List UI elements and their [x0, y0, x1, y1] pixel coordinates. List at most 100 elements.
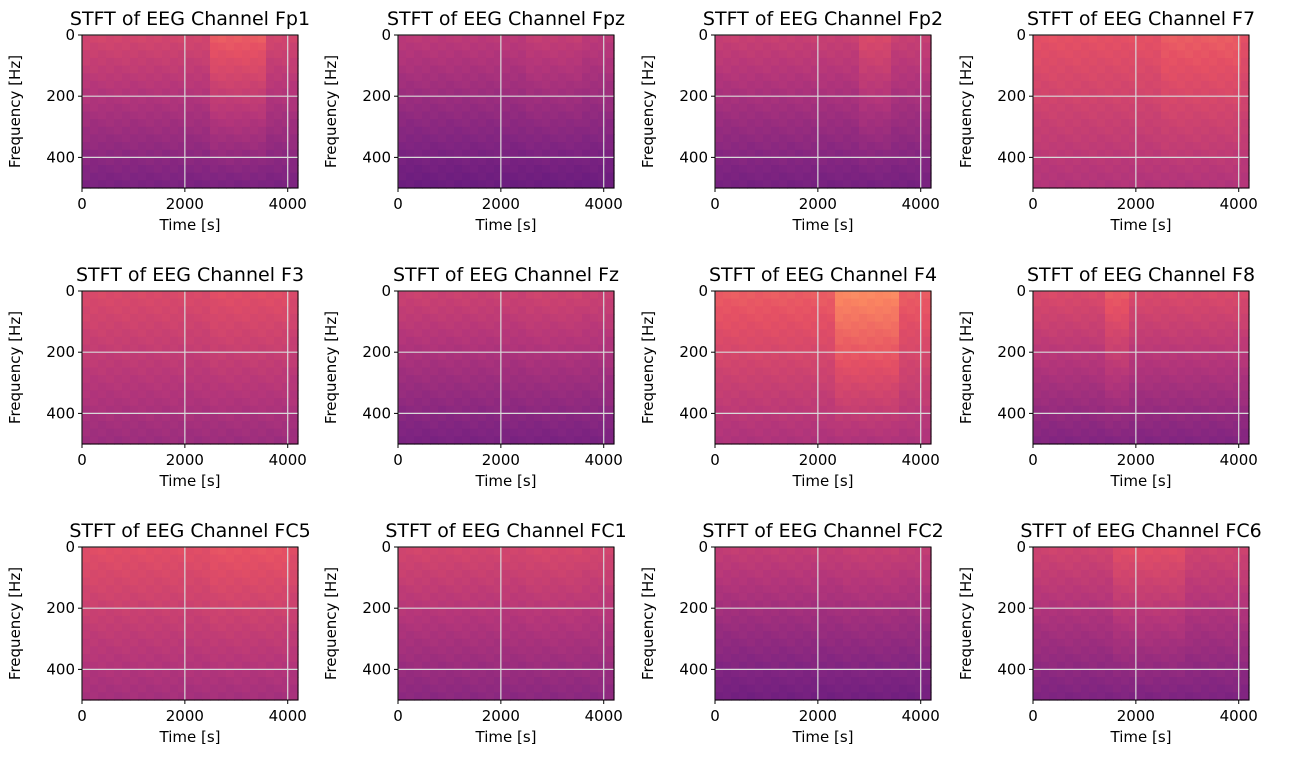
heatmap-cell	[582, 367, 591, 376]
heatmap-cell	[1209, 103, 1218, 113]
heatmap-cell	[282, 142, 291, 151]
heatmap-cell	[462, 111, 471, 120]
x-tick-label: 4000	[269, 195, 307, 213]
heatmap-cell	[1121, 172, 1130, 181]
heatmap-cell	[542, 42, 551, 51]
heatmap-cell	[526, 413, 535, 422]
heatmap-cell	[859, 103, 868, 113]
heatmap-cell	[1233, 172, 1242, 181]
heatmap-cell	[210, 608, 219, 617]
heatmap-cell	[470, 344, 479, 353]
heatmap-cell	[218, 661, 227, 670]
heatmap-cell	[438, 126, 447, 136]
heatmap-cell	[194, 600, 203, 609]
heatmap-cell	[867, 88, 876, 97]
heatmap-cell	[867, 180, 876, 189]
heatmap-cell	[843, 359, 852, 369]
heatmap-cell	[1057, 111, 1066, 120]
heatmap-cell	[106, 654, 115, 663]
heatmap-cell	[731, 428, 740, 437]
heatmap-cell	[438, 57, 447, 67]
heatmap-cell	[1041, 321, 1050, 330]
heatmap-cell	[242, 359, 251, 369]
heatmap-cell	[98, 398, 107, 407]
heatmap-cell	[1185, 73, 1194, 82]
heatmap-cell	[398, 50, 407, 59]
heatmap-cell	[1201, 413, 1210, 422]
heatmap-cell	[550, 421, 559, 430]
heatmap-cell	[258, 165, 267, 174]
heatmap-cell	[915, 336, 924, 346]
heatmap-cell	[566, 382, 575, 392]
heatmap-cell	[1073, 398, 1082, 407]
heatmap-cell	[218, 382, 227, 392]
heatmap-cell	[218, 390, 227, 399]
heatmap-cell	[875, 344, 884, 353]
heatmap-cell	[566, 65, 575, 74]
heatmap-cell	[779, 413, 788, 422]
heatmap-cell	[715, 42, 724, 51]
heatmap-cell	[1073, 119, 1082, 128]
heatmap-cell	[739, 421, 748, 430]
heatmap-cell	[122, 547, 131, 556]
heatmap-cell	[819, 134, 828, 143]
heatmap-cell	[438, 291, 447, 300]
heatmap-cell	[486, 57, 495, 67]
heatmap-cell	[534, 413, 543, 422]
heatmap-cell	[534, 119, 543, 128]
heatmap-cell	[454, 180, 463, 189]
heatmap-cell	[502, 421, 511, 430]
heatmap-cell	[574, 42, 583, 51]
heatmap-cell	[1241, 149, 1250, 158]
heatmap-cell	[723, 88, 732, 97]
heatmap-cell	[1177, 126, 1186, 136]
heatmap-cell	[1153, 375, 1162, 384]
heatmap-cell	[582, 313, 591, 323]
heatmap-cell	[891, 428, 900, 437]
heatmap-cell	[779, 436, 788, 445]
heatmap-cell	[550, 96, 559, 105]
heatmap-cell	[787, 390, 796, 399]
heatmap-cell	[186, 157, 195, 166]
heatmap-cell	[218, 73, 227, 82]
heatmap-cell	[867, 57, 876, 67]
heatmap-cell	[258, 608, 267, 617]
heatmap-cell	[470, 405, 479, 414]
heatmap-cell	[130, 382, 139, 392]
heatmap-cell	[1161, 103, 1170, 113]
heatmap-cell	[827, 298, 836, 307]
heatmap-cell	[202, 623, 211, 632]
heatmap-cell	[526, 142, 535, 151]
heatmap-cell	[462, 65, 471, 74]
heatmap-cell	[907, 390, 916, 399]
heatmap-cell	[218, 344, 227, 353]
heatmap-cell	[242, 321, 251, 330]
heatmap-cell	[558, 436, 567, 445]
heatmap-cell	[438, 421, 447, 430]
heatmap-cell	[130, 352, 139, 361]
heatmap-cell	[234, 631, 243, 640]
heatmap-cell	[747, 344, 756, 353]
heatmap-cell	[122, 329, 131, 338]
heatmap-cell	[1241, 352, 1250, 361]
heatmap-cell	[138, 562, 147, 571]
heatmap-cell	[875, 65, 884, 74]
heatmap-cell	[242, 413, 251, 422]
heatmap-cell	[1241, 436, 1250, 445]
heatmap-cell	[550, 103, 559, 113]
heatmap-cell	[811, 421, 820, 430]
heatmap-cell	[787, 413, 796, 422]
heatmap-cell	[1129, 352, 1138, 361]
heatmap-cell	[258, 661, 267, 670]
heatmap-cell	[282, 336, 291, 346]
heatmap-cell	[558, 50, 567, 59]
heatmap-cell	[1065, 367, 1074, 376]
heatmap-cell	[1137, 50, 1146, 59]
heatmap-cell	[130, 126, 139, 136]
heatmap-cell	[170, 421, 179, 430]
heatmap-cell	[194, 375, 203, 384]
heatmap-cell	[771, 142, 780, 151]
heatmap-cell	[1161, 436, 1170, 445]
heatmap-cell	[1225, 329, 1234, 338]
heatmap-cell	[478, 73, 487, 82]
